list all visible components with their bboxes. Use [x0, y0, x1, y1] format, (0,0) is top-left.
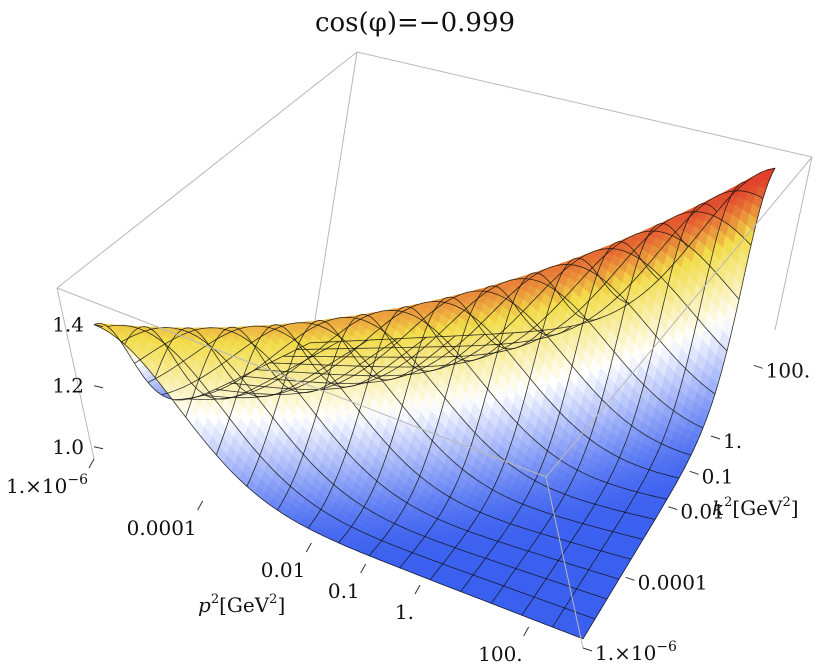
x-tick: [305, 542, 312, 553]
mesh-line-p: [582, 168, 776, 640]
z-tick-label: 1.2: [52, 374, 84, 398]
x-tick-label: 1.: [395, 600, 414, 624]
y-tick: [582, 647, 593, 652]
y-axis-exp: 2: [724, 495, 732, 510]
mesh-line-p: [490, 223, 689, 604]
mesh-line-k: [242, 263, 716, 395]
box-edge-back: [56, 51, 358, 289]
y-axis-close: ]: [791, 496, 799, 520]
mesh-line-k: [282, 211, 752, 358]
x-tick: [523, 626, 530, 637]
box-edge-back: [356, 51, 813, 158]
y-tick: [710, 435, 721, 440]
mesh-line-p: [399, 272, 601, 569]
chart-title: cos(φ)=−0.999: [315, 8, 515, 38]
y-tick-label: 0.1: [702, 464, 734, 488]
box-edge-front: [56, 287, 547, 478]
y-tick: [668, 506, 678, 511]
x-axis-unit: [GeV: [219, 593, 270, 617]
y-tick-label: 100.: [766, 358, 811, 382]
z-tick-label: 1.4: [52, 313, 84, 337]
mesh-line-k: [309, 167, 776, 344]
box-edge-front: [545, 156, 813, 478]
x-axis-close: ]: [277, 593, 285, 617]
mesh-line-k: [201, 301, 680, 479]
mesh-line-p: [429, 257, 630, 580]
y-axis-unit: [GeV: [732, 496, 783, 520]
surface-mesh: [93, 167, 776, 640]
mesh-line-k: [296, 190, 764, 350]
mesh-line-k: [215, 290, 692, 456]
z-tick-label: 1.0: [52, 435, 84, 459]
mesh-line-k: [228, 278, 704, 429]
z-tick: [93, 446, 104, 450]
x-tick-label: 0.01: [261, 558, 306, 582]
box-edge-back: [56, 287, 95, 460]
x-tick-label: 100.: [478, 642, 523, 666]
x-axis-unit-exp: 2: [269, 592, 277, 607]
y-axis-label: k2[GeV2]: [712, 495, 799, 520]
bounding-box-back: [56, 51, 813, 460]
bounding-box-front: [56, 156, 813, 649]
mesh-line-p: [552, 181, 746, 628]
y-tick: [753, 364, 763, 369]
x-axis-var: p: [198, 593, 211, 617]
x-tick-label: 0.0001: [127, 516, 197, 540]
y-tick-label: 1.×10−6: [595, 639, 677, 665]
mesh-line-p: [460, 241, 660, 592]
mesh-line-p: [521, 203, 718, 616]
x-axis-label: p2[GeV2]: [198, 592, 285, 617]
x-tick: [197, 500, 204, 511]
mesh-line-k: [255, 248, 728, 377]
z-tick: [93, 324, 104, 328]
x-tick: [88, 458, 95, 469]
mesh-line-k: [269, 230, 740, 368]
y-tick-label: 0.0001: [638, 570, 708, 594]
box-edge-back: [309, 51, 358, 353]
box-edge-front: [545, 476, 584, 649]
x-axis-exp: 2: [211, 592, 219, 607]
x-tick: [360, 563, 367, 574]
y-axis-var: k: [712, 496, 724, 520]
x-tick-label: 1.×10−6: [6, 472, 88, 498]
y-tick: [625, 576, 635, 581]
y-tick-label: 1.: [723, 429, 742, 453]
z-tick: [93, 385, 104, 389]
y-tick-label: 0.01: [680, 500, 725, 524]
y-axis-unit-exp: 2: [782, 495, 790, 510]
x-tick: [414, 584, 421, 595]
y-tick: [689, 470, 699, 475]
x-tick-label: 0.1: [328, 579, 360, 603]
box-edge-back: [774, 156, 813, 331]
